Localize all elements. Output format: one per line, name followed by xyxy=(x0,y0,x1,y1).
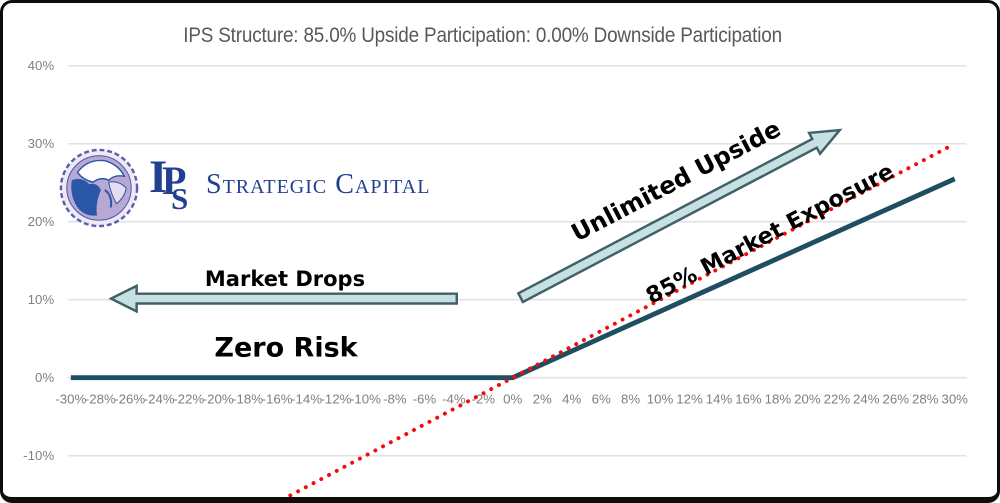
x-tick-label: 16% xyxy=(735,392,762,407)
x-tick-label: -6% xyxy=(413,392,437,407)
x-tick-label: 14% xyxy=(706,392,733,407)
x-tick-label: -30% xyxy=(55,392,86,407)
x-tick-label: -18% xyxy=(232,392,263,407)
x-tick-label: 8% xyxy=(621,392,640,407)
x-tick-label: -24% xyxy=(144,392,175,407)
x-tick-label: 4% xyxy=(562,392,581,407)
y-tick-label: 10% xyxy=(28,292,55,307)
globe-logo-icon xyxy=(59,148,139,228)
y-tick-label: -10% xyxy=(23,448,54,463)
x-tick-label: 12% xyxy=(676,392,703,407)
series-layer xyxy=(70,143,956,497)
x-tick-label: 30% xyxy=(941,392,968,407)
logo-company-name: Strategic Capital xyxy=(206,169,431,200)
x-tick-label: 22% xyxy=(824,392,851,407)
x-tick-label: -26% xyxy=(114,392,145,407)
x-tick-label: -8% xyxy=(383,392,407,407)
x-tick-label: -12% xyxy=(321,392,352,407)
chart-title: IPS Structure: 85.0% Upside Participatio… xyxy=(183,24,783,47)
x-tick-label: 28% xyxy=(912,392,939,407)
market-drops-arrow-icon xyxy=(108,283,459,314)
x-tick-label: -2% xyxy=(472,392,496,407)
x-tick-label: 10% xyxy=(647,392,674,407)
x-tick-label: -20% xyxy=(203,392,234,407)
x-tick-label: 2% xyxy=(533,392,552,407)
y-tick-label: 20% xyxy=(28,214,55,229)
axis-labels-layer: 40%30%20%10%0%-10%-30%-28%-26%-24%-22%-2… xyxy=(23,58,968,463)
x-tick-label: 26% xyxy=(883,392,910,407)
x-tick-label: 20% xyxy=(794,392,821,407)
x-tick-label: -16% xyxy=(262,392,293,407)
payoff-chart-canvas: 40%30%20%10%0%-10%-30%-28%-26%-24%-22%-2… xyxy=(23,58,968,497)
logo-monogram-p: P xyxy=(162,158,187,203)
zero-risk-label: Zero Risk xyxy=(214,332,358,364)
x-tick-label: -14% xyxy=(291,392,322,407)
logo-monogram-i: I xyxy=(149,151,168,203)
unlimited-upside-arrow-icon xyxy=(516,128,843,304)
logo-monogram: I P S xyxy=(149,152,197,224)
x-tick-label: 0% xyxy=(503,392,522,407)
y-tick-label: 40% xyxy=(28,58,55,73)
y-tick-label: 30% xyxy=(28,136,55,151)
y-tick-label: 0% xyxy=(35,370,54,385)
x-tick-label: 6% xyxy=(592,392,611,407)
market-drops-label: Market Drops xyxy=(204,267,366,291)
x-tick-label: 18% xyxy=(765,392,792,407)
x-tick-label: 24% xyxy=(853,392,880,407)
x-tick-label: -22% xyxy=(173,392,204,407)
x-tick-label: -28% xyxy=(85,392,116,407)
logo-monogram-s: S xyxy=(171,181,189,216)
market-reference-dotted-line xyxy=(288,143,954,497)
ips-strategic-capital-logo: I P S Strategic Capital xyxy=(58,146,430,230)
x-tick-label: -10% xyxy=(350,392,381,407)
x-tick-label: -4% xyxy=(442,392,466,407)
